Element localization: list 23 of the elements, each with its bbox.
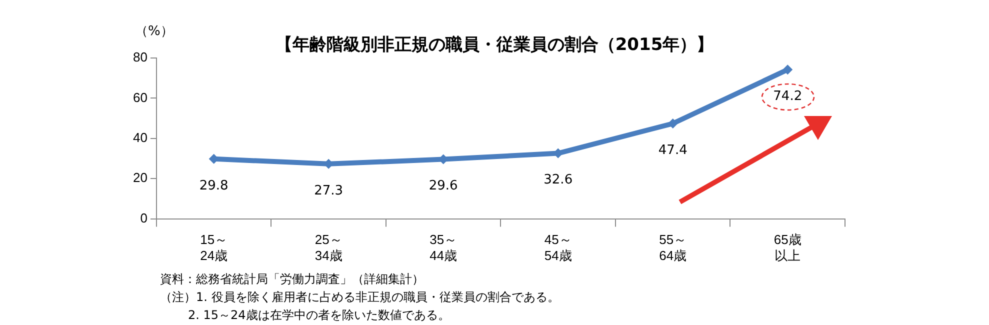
y-tick-label: 40	[132, 130, 148, 145]
text: 資料：総務省統計局「労働力調査」（詳細集計）	[160, 271, 424, 288]
data-label: 29.6	[428, 178, 458, 194]
point	[782, 64, 793, 75]
data-label: 29.8	[199, 178, 228, 194]
data-label: 47.4	[658, 142, 688, 158]
x-tick-label: 25～34歳	[314, 232, 342, 263]
data-label: 74.2	[773, 89, 802, 104]
y-tick-label: 60	[132, 90, 148, 105]
data-label: 27.3	[314, 183, 344, 198]
x-tick-label: 35～44歳	[430, 232, 458, 263]
x-tick-label: 15～24歳	[200, 232, 228, 263]
x-tick-label: 45～54歳	[544, 232, 572, 263]
y-tick-label: 0	[140, 210, 148, 226]
text: 2. 15～24歳は在学中の者を除いた数値である。	[188, 307, 450, 324]
x-tick-label: 55～64歳	[659, 232, 687, 263]
text: （注）1. 役員を除く雇用者に占める非正規の職員・従業員の割合である。	[160, 289, 560, 306]
y-tick-label: 80	[132, 50, 148, 65]
y-axis-title: （%）	[135, 23, 174, 40]
data-label: 32.6	[544, 172, 573, 188]
x-tick-label: 65歳以上	[774, 232, 802, 263]
chart-title: 【年齢階級別非正規の職員・従業員の割合（2015年）】	[275, 35, 714, 55]
y-tick-label: 20	[132, 170, 148, 186]
